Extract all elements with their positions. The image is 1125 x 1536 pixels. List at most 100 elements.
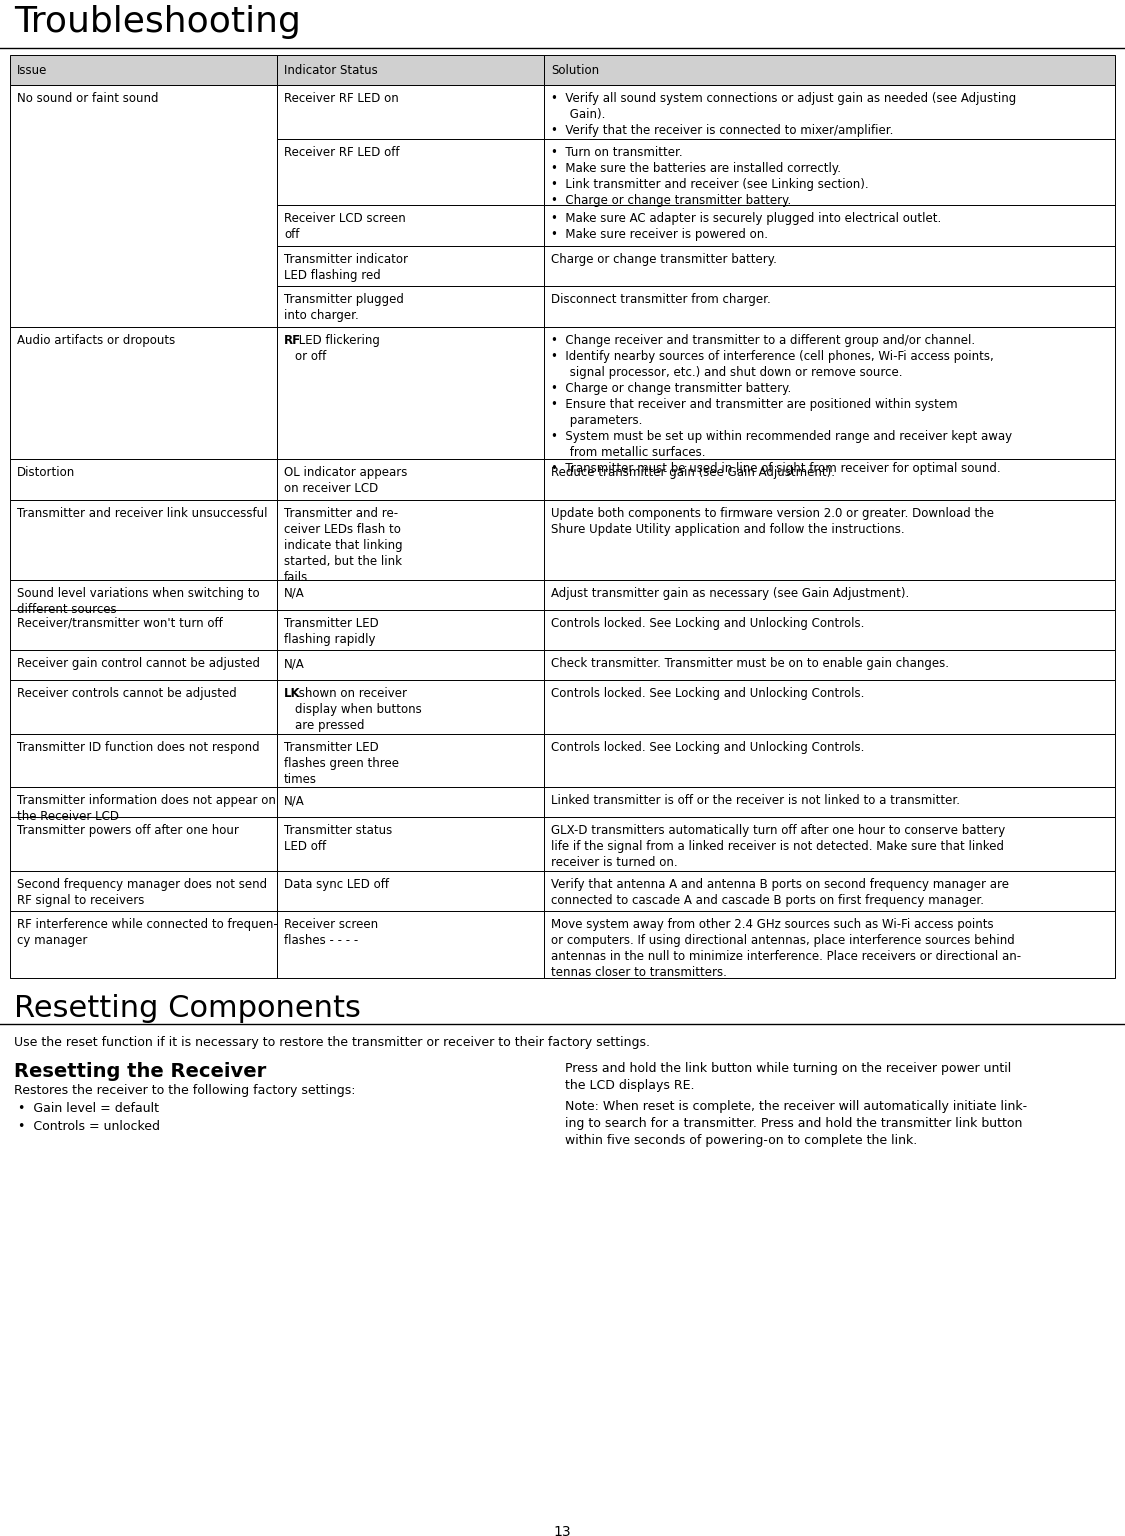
Text: N/A: N/A <box>284 794 305 808</box>
Text: Transmitter information does not appear on
the Receiver LCD: Transmitter information does not appear … <box>17 794 276 823</box>
Text: Update both components to firmware version 2.0 or greater. Download the
Shure Up: Update both components to firmware versi… <box>551 507 994 536</box>
Bar <box>277 286 544 327</box>
Text: Controls locked. See Locking and Unlocking Controls.: Controls locked. See Locking and Unlocki… <box>551 687 864 700</box>
Bar <box>544 817 1115 871</box>
Text: •  Verify all sound system connections or adjust gain as needed (see Adjusting
 : • Verify all sound system connections or… <box>551 92 1016 137</box>
Bar <box>10 579 277 610</box>
Text: Receiver screen
flashes - - - -: Receiver screen flashes - - - - <box>284 919 378 948</box>
Bar <box>277 734 544 788</box>
Bar <box>10 650 277 680</box>
Text: Reduce transmitter gain (see Gain Adjustment).: Reduce transmitter gain (see Gain Adjust… <box>551 467 835 479</box>
Text: Receiver RF LED on: Receiver RF LED on <box>284 92 398 104</box>
Text: Receiver RF LED off: Receiver RF LED off <box>284 146 399 158</box>
Text: Adjust transmitter gain as necessary (see Gain Adjustment).: Adjust transmitter gain as necessary (se… <box>551 587 909 599</box>
Text: Receiver gain control cannot be adjusted: Receiver gain control cannot be adjusted <box>17 657 260 670</box>
Bar <box>544 206 1115 246</box>
Text: •  Change receiver and transmitter to a different group and/or channel.
•  Ident: • Change receiver and transmitter to a d… <box>551 333 1012 475</box>
Text: Transmitter status
LED off: Transmitter status LED off <box>284 825 393 854</box>
Text: Receiver controls cannot be adjusted: Receiver controls cannot be adjusted <box>17 687 236 700</box>
Text: Transmitter LED
flashes green three
times: Transmitter LED flashes green three time… <box>284 740 399 786</box>
Text: Audio artifacts or dropouts: Audio artifacts or dropouts <box>17 333 176 347</box>
Bar <box>544 286 1115 327</box>
Text: OL indicator appears
on receiver LCD: OL indicator appears on receiver LCD <box>284 467 407 496</box>
Bar <box>544 650 1115 680</box>
Bar <box>277 871 544 911</box>
Text: Receiver/transmitter won't turn off: Receiver/transmitter won't turn off <box>17 617 223 630</box>
Text: 13: 13 <box>554 1525 570 1536</box>
Bar <box>544 459 1115 499</box>
Text: Transmitter LED
flashing rapidly: Transmitter LED flashing rapidly <box>284 617 379 645</box>
Text: Transmitter powers off after one hour: Transmitter powers off after one hour <box>17 825 238 837</box>
Bar <box>277 246 544 286</box>
Text: Transmitter ID function does not respond: Transmitter ID function does not respond <box>17 740 260 754</box>
Bar <box>544 327 1115 459</box>
Text: Data sync LED off: Data sync LED off <box>284 879 389 891</box>
Bar <box>544 734 1115 788</box>
Bar <box>277 788 544 817</box>
Text: Controls locked. See Locking and Unlocking Controls.: Controls locked. See Locking and Unlocki… <box>551 617 864 630</box>
Text: Transmitter and re-
ceiver LEDs flash to
indicate that linking
started, but the : Transmitter and re- ceiver LEDs flash to… <box>284 507 403 584</box>
Bar <box>277 650 544 680</box>
Bar <box>277 817 544 871</box>
Text: LK: LK <box>284 687 300 700</box>
Text: Move system away from other 2.4 GHz sources such as Wi-Fi access points
or compu: Move system away from other 2.4 GHz sour… <box>551 919 1022 980</box>
Text: Resetting Components: Resetting Components <box>14 994 361 1023</box>
Text: Note: When reset is complete, the receiver will automatically initiate link-
ing: Note: When reset is complete, the receiv… <box>565 1100 1027 1147</box>
Text: LED flickering
or off: LED flickering or off <box>295 333 380 362</box>
Bar <box>277 84 544 138</box>
Text: Transmitter indicator
LED flashing red: Transmitter indicator LED flashing red <box>284 253 408 281</box>
Text: Resetting the Receiver: Resetting the Receiver <box>14 1063 267 1081</box>
Bar <box>10 911 277 978</box>
Bar <box>277 680 544 734</box>
Bar <box>10 610 277 650</box>
Text: Controls locked. See Locking and Unlocking Controls.: Controls locked. See Locking and Unlocki… <box>551 740 864 754</box>
Bar <box>544 911 1115 978</box>
Bar <box>10 327 277 459</box>
Bar <box>544 499 1115 579</box>
Text: Troubleshooting: Troubleshooting <box>14 5 300 38</box>
Text: Second frequency manager does not send
RF signal to receivers: Second frequency manager does not send R… <box>17 879 267 906</box>
Text: Check transmitter. Transmitter must be on to enable gain changes.: Check transmitter. Transmitter must be o… <box>551 657 950 670</box>
Text: RF: RF <box>284 333 302 347</box>
Bar <box>544 138 1115 206</box>
Text: No sound or faint sound: No sound or faint sound <box>17 92 159 104</box>
Bar <box>10 871 277 911</box>
Bar <box>544 788 1115 817</box>
Text: •  Gain level = default: • Gain level = default <box>18 1103 159 1115</box>
Text: GLX-D transmitters automatically turn off after one hour to conserve battery
lif: GLX-D transmitters automatically turn of… <box>551 825 1006 869</box>
Bar <box>10 55 277 84</box>
Bar <box>277 610 544 650</box>
Bar <box>544 680 1115 734</box>
Text: Restores the receiver to the following factory settings:: Restores the receiver to the following f… <box>14 1084 356 1097</box>
Text: •  Turn on transmitter.
•  Make sure the batteries are installed correctly.
•  L: • Turn on transmitter. • Make sure the b… <box>551 146 868 207</box>
Bar <box>277 459 544 499</box>
Text: Indicator Status: Indicator Status <box>284 63 378 77</box>
Text: Distortion: Distortion <box>17 467 75 479</box>
Text: RF interference while connected to frequen-
cy manager: RF interference while connected to frequ… <box>17 919 278 948</box>
Bar <box>277 911 544 978</box>
Bar <box>10 680 277 734</box>
Bar <box>544 84 1115 138</box>
Bar <box>10 84 277 327</box>
Bar <box>277 206 544 246</box>
Bar <box>277 55 544 84</box>
Text: Issue: Issue <box>17 63 47 77</box>
Text: Solution: Solution <box>551 63 600 77</box>
Text: Transmitter plugged
into charger.: Transmitter plugged into charger. <box>284 293 404 323</box>
Text: Linked transmitter is off or the receiver is not linked to a transmitter.: Linked transmitter is off or the receive… <box>551 794 960 808</box>
Text: Receiver LCD screen
off: Receiver LCD screen off <box>284 212 406 241</box>
Bar <box>277 327 544 459</box>
Text: •  Controls = unlocked: • Controls = unlocked <box>18 1120 160 1134</box>
Text: Disconnect transmitter from charger.: Disconnect transmitter from charger. <box>551 293 771 306</box>
Text: Press and hold the link button while turning on the receiver power until
the LCD: Press and hold the link button while tur… <box>565 1063 1011 1092</box>
Bar <box>277 138 544 206</box>
Text: shown on receiver
display when buttons
are pressed: shown on receiver display when buttons a… <box>295 687 422 733</box>
Bar <box>544 610 1115 650</box>
Bar <box>277 579 544 610</box>
Bar <box>544 246 1115 286</box>
Text: N/A: N/A <box>284 657 305 670</box>
Text: Transmitter and receiver link unsuccessful: Transmitter and receiver link unsuccessf… <box>17 507 268 519</box>
Bar <box>10 788 277 817</box>
Text: Sound level variations when switching to
different sources: Sound level variations when switching to… <box>17 587 260 616</box>
Text: N/A: N/A <box>284 587 305 599</box>
